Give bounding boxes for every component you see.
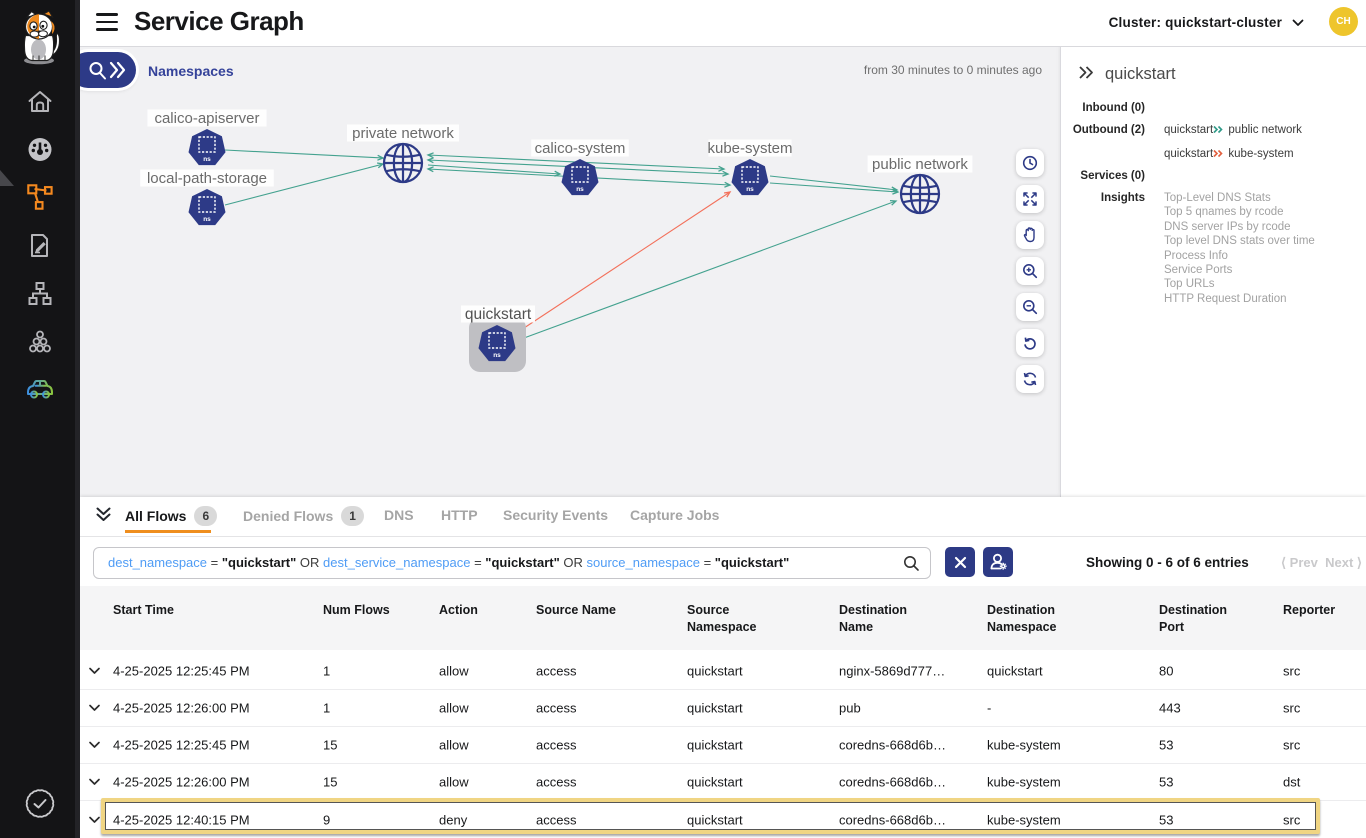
svg-text:private network: private network [352,125,454,142]
svg-text:public network: public network [872,156,968,173]
svg-text:ns: ns [576,186,584,193]
svg-text:calico-apiserver: calico-apiserver [154,110,259,127]
svg-text:kube-system: kube-system [707,140,792,157]
svg-text:ns: ns [746,186,754,193]
svg-text:calico-system: calico-system [535,140,626,157]
svg-text:quickstart: quickstart [465,306,532,323]
svg-text:ns: ns [203,216,211,223]
svg-text:local-path-storage: local-path-storage [147,170,267,187]
svg-text:ns: ns [493,352,501,359]
svg-text:ns: ns [203,156,211,163]
